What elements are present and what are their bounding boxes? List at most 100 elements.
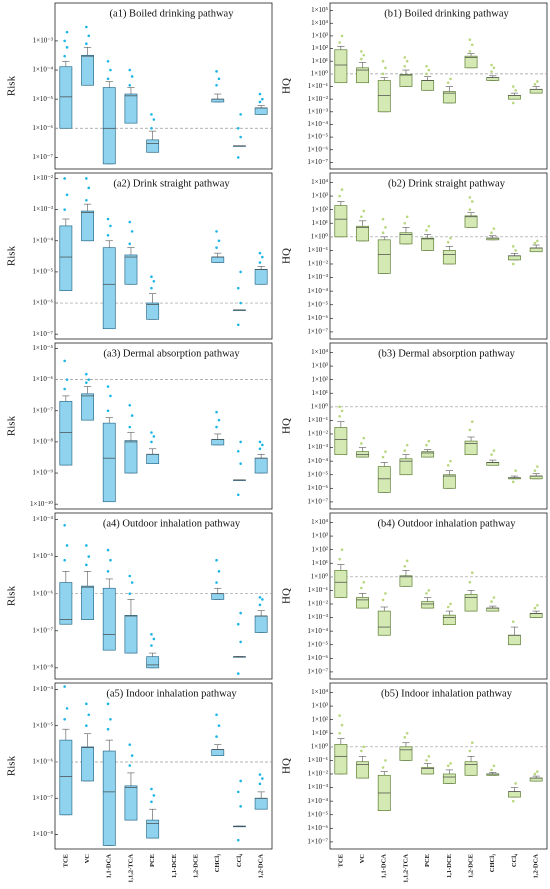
outlier <box>63 359 66 363</box>
box <box>399 746 413 761</box>
box <box>59 401 73 466</box>
outlier <box>215 713 218 717</box>
outlier <box>236 622 240 626</box>
y-tick-label: 1×10⁻⁷ <box>307 498 328 506</box>
outlier <box>85 42 88 46</box>
panel-title: (a4) Outdoor inhalation pathway <box>103 518 241 529</box>
box <box>421 767 435 775</box>
outlier <box>87 713 91 717</box>
y-tick-label: 1×10⁻² <box>308 770 328 778</box>
outlier <box>514 89 517 92</box>
box <box>529 475 543 480</box>
x-tick-label: CCl₄ <box>511 854 518 867</box>
y-tick-label: 1×10² <box>311 44 328 52</box>
y-tick-label: 1×10³ <box>311 32 328 40</box>
y-axis-label: Risk <box>6 75 18 96</box>
box <box>442 91 456 104</box>
outlier <box>490 600 493 603</box>
outlier <box>258 261 262 264</box>
plot-frame <box>54 342 273 510</box>
outlier <box>425 592 428 595</box>
outlier <box>130 414 134 417</box>
outlier <box>338 194 341 198</box>
panel-title: (a5) Indoor inhalation pathway <box>106 688 237 699</box>
y-axis-label: Risk <box>6 755 18 776</box>
outlier <box>217 418 221 422</box>
box <box>334 569 348 598</box>
y-tick-label: 1×10¹ <box>311 57 328 65</box>
y-tick-label: 1×10³ <box>311 532 328 540</box>
outlier <box>109 68 112 72</box>
y-tick-label: 1×10⁻⁶ <box>32 375 53 383</box>
outlier <box>236 493 240 497</box>
y-tick-label: 1×10¹ <box>311 729 328 737</box>
y-axis-label: HQ <box>281 78 293 94</box>
outlier <box>490 453 493 456</box>
outlier <box>217 724 221 727</box>
y-tick-label: 1×10⁻⁹ <box>32 469 53 477</box>
outlier <box>258 603 262 607</box>
box <box>399 575 413 587</box>
outlier <box>449 762 452 765</box>
box <box>421 601 435 609</box>
y-axis-label: HQ <box>281 588 293 604</box>
outlier <box>362 53 366 57</box>
box <box>124 440 138 474</box>
outlier <box>236 323 240 327</box>
panel-title: (b2) Drink straight pathway <box>388 178 506 189</box>
outlier <box>261 777 264 780</box>
panel-title: (b3) Dermal absorption pathway <box>378 348 516 359</box>
outlier <box>360 586 363 590</box>
outlier <box>239 440 242 444</box>
box <box>421 80 435 91</box>
y-tick-label: 1×10⁴ <box>311 19 328 27</box>
y-tick-label: 1×10⁻⁶ <box>32 758 53 766</box>
x-tick-label: TCE <box>62 854 69 867</box>
outlier <box>490 70 493 73</box>
y-tick-label: 1×10⁻² <box>308 260 328 268</box>
outlier <box>106 77 110 81</box>
outlier <box>258 595 262 599</box>
outlier <box>468 428 472 432</box>
outlier <box>340 409 344 413</box>
box <box>377 466 391 493</box>
outlier <box>360 50 363 53</box>
plot-frame <box>329 512 548 680</box>
outlier <box>128 242 132 246</box>
outlier <box>340 723 344 727</box>
x-tick-label: 1,1,2-TCA <box>402 854 409 883</box>
outlier <box>514 469 517 472</box>
outlier <box>490 231 493 235</box>
y-tick-label: 1×10⁻¹ <box>308 82 328 90</box>
plot-frame <box>54 2 273 170</box>
box <box>442 614 456 626</box>
box <box>254 615 268 633</box>
y-tick-label: 1×10⁻⁸ <box>32 438 53 446</box>
outlier <box>128 764 132 767</box>
outlier <box>109 224 112 228</box>
y-axis-label: HQ <box>281 418 293 434</box>
y-tick-label: 1×10⁻² <box>308 430 328 438</box>
outlier <box>492 66 496 70</box>
box <box>377 610 391 636</box>
box <box>486 462 500 466</box>
outlier <box>258 440 262 444</box>
box <box>102 750 116 846</box>
y-tick-label: 1×10⁻⁷ <box>32 330 53 338</box>
outlier <box>470 420 474 424</box>
box <box>254 107 268 115</box>
outlier <box>150 431 153 434</box>
outlier <box>340 188 344 191</box>
outlier <box>106 385 110 388</box>
outlier <box>403 221 407 225</box>
y-tick-label: 1×10⁻⁵ <box>307 133 328 141</box>
outlier <box>258 782 262 786</box>
outlier <box>85 724 88 727</box>
outlier <box>470 43 474 47</box>
outlier <box>261 443 264 447</box>
y-tick-label: 1×10⁻¹ <box>308 416 328 424</box>
box <box>356 225 369 242</box>
outlier <box>533 606 537 610</box>
y-tick-label: 1×10⁻⁴ <box>32 685 53 693</box>
